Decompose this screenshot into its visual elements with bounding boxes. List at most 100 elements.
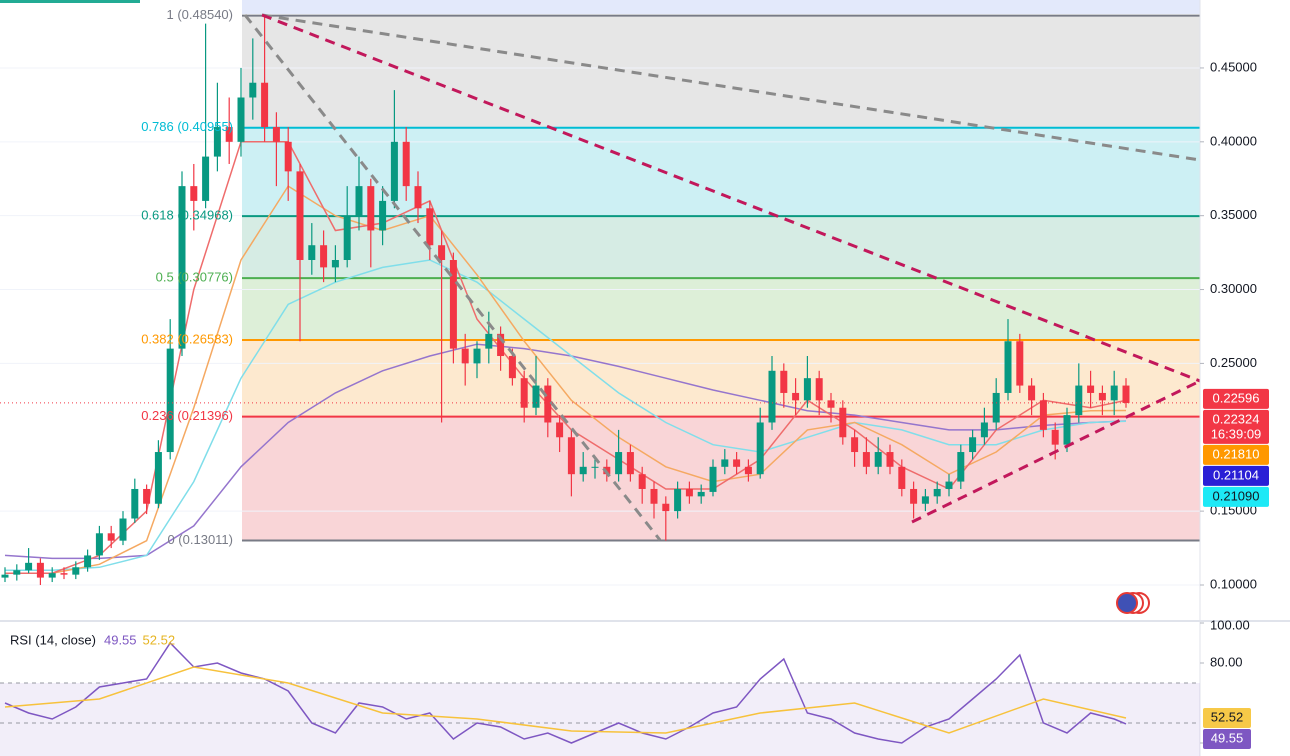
candle-body	[225, 127, 233, 142]
y-tick-label: 0.40000	[1210, 133, 1257, 148]
price-label: 0.22324	[1213, 411, 1260, 426]
candle-body	[544, 385, 552, 423]
candle-body	[1122, 385, 1130, 403]
candle-body	[1016, 341, 1024, 386]
candle-body	[95, 533, 103, 556]
candle-body	[815, 378, 823, 401]
candle-body	[261, 82, 269, 128]
y-tick-label: 0.45000	[1210, 59, 1257, 74]
candle-body	[910, 488, 918, 504]
price-axis: 0.450000.400000.350000.300000.250000.150…	[1200, 59, 1257, 591]
candle-body	[426, 208, 434, 246]
fib-band	[242, 416, 1200, 541]
candle-body	[119, 518, 127, 541]
rsi-label-box	[1203, 707, 1251, 728]
candle-body	[497, 333, 505, 357]
candle-body	[72, 567, 80, 575]
candle-body	[272, 127, 280, 142]
y-tick-label: 0.25000	[1210, 355, 1257, 370]
trendline	[261, 13, 1200, 383]
rsi-title-value: 52.52	[143, 632, 176, 647]
candle-body	[768, 370, 776, 423]
candle-body	[992, 392, 1000, 423]
candle-body	[792, 392, 800, 401]
candle-body	[980, 422, 988, 438]
candle-body	[556, 422, 564, 438]
candle-body	[839, 407, 847, 438]
candle-body	[367, 186, 375, 231]
flag-circle	[1116, 592, 1138, 614]
y-tick-label: 0.35000	[1210, 207, 1257, 222]
top-strip	[242, 0, 1200, 14]
candle-body	[379, 200, 387, 231]
candle-body	[697, 491, 705, 497]
fib-label: 0.618 (0.34968)	[141, 208, 233, 223]
candle-body	[567, 437, 575, 475]
rsi-label: 52.52	[1211, 709, 1244, 724]
rsi-line	[4, 666, 1127, 734]
fib-bands	[242, 15, 1200, 541]
candle-body	[744, 466, 752, 475]
trendline	[243, 14, 662, 541]
candle-body	[84, 555, 92, 568]
rsi-label-box	[1203, 728, 1251, 749]
flag-icon	[1116, 592, 1150, 614]
candle-body	[874, 452, 882, 467]
candle-body	[331, 259, 339, 268]
candle-body	[921, 496, 929, 504]
candle-body	[25, 562, 33, 571]
candle-body	[13, 570, 21, 575]
candle-body	[449, 259, 457, 349]
candle-body	[721, 459, 729, 467]
rsi-band	[0, 683, 1200, 756]
price-label: 0.22596	[1213, 390, 1260, 405]
candle-body	[154, 452, 162, 504]
candle-body	[107, 533, 115, 541]
fib-band	[242, 15, 1200, 128]
candle-body	[308, 245, 316, 260]
fib-band	[242, 127, 1200, 217]
candle-body	[709, 466, 717, 492]
candle-body	[461, 348, 469, 364]
fib-label: 1 (0.48540)	[167, 7, 234, 22]
fib-label: 0.5 (0.30776)	[156, 270, 233, 285]
candle-body	[143, 488, 151, 504]
rsi-title: RSI (14, close)	[10, 632, 96, 647]
candle-body	[166, 348, 174, 453]
candle-body	[320, 245, 328, 268]
candle-body	[862, 452, 870, 467]
candle-body	[756, 422, 764, 475]
candle-body	[1004, 341, 1012, 393]
price-label-box	[1203, 465, 1269, 486]
candle-body	[957, 452, 965, 482]
candle-body	[827, 400, 835, 408]
candle-body	[202, 156, 210, 201]
candle-body	[36, 562, 44, 578]
candle-body	[803, 378, 811, 401]
rsi-plot	[0, 641, 1200, 756]
price-label: 0.21810	[1213, 446, 1260, 461]
candle-body	[638, 474, 646, 489]
candle-body	[296, 171, 304, 260]
candle-body	[60, 573, 68, 575]
candle-body	[520, 378, 528, 408]
candle-body	[685, 488, 693, 497]
price-label: 0.21104	[1213, 467, 1259, 482]
candle-body	[237, 97, 245, 142]
y-tick-label: 0.10000	[1210, 576, 1257, 591]
fib-band	[242, 340, 1200, 417]
candle-body	[473, 348, 481, 364]
candle-body	[945, 481, 953, 489]
candle-body	[579, 466, 587, 475]
candle-body	[414, 186, 422, 209]
candle-body	[662, 503, 670, 512]
candle-body	[532, 385, 540, 408]
candle-body	[1051, 429, 1059, 445]
candle-body	[249, 82, 257, 98]
candle-body	[485, 333, 493, 349]
y-tick-label: 0.30000	[1210, 281, 1257, 296]
candle-body	[213, 127, 221, 157]
